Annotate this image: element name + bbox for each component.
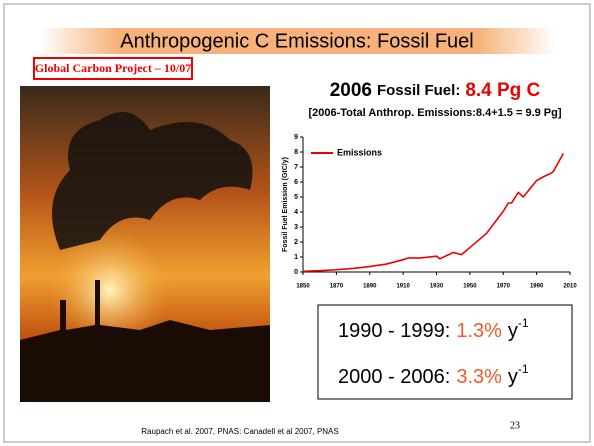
rate-value: 1.3% [456, 320, 502, 342]
y-tick-label: 5 [294, 194, 298, 201]
photo [20, 86, 270, 402]
legend-label: Emissions [337, 147, 382, 157]
rate-exponent: -1 [518, 362, 529, 376]
y-tick-label: 2 [294, 239, 298, 246]
slide-title: Anthropogenic C Emissions: Fossil Fuel [120, 30, 473, 52]
rate-unit: y [508, 320, 518, 342]
x-tick-label: 1970 [497, 284, 511, 290]
headline-note: [2006-Total Anthrop. Emissions:8.4+1.5 =… [308, 107, 561, 119]
x-tick-label: 1930 [430, 284, 444, 290]
x-tick-label: 1890 [363, 284, 377, 290]
y-tick-label: 1 [294, 254, 298, 261]
y-tick-label: 8 [294, 149, 298, 156]
badge: Global Carbon Project – 10/07 [35, 61, 191, 75]
y-tick-label: 4 [294, 209, 298, 216]
headline-year: 2006 [330, 80, 372, 101]
y-tick-label: 3 [294, 224, 298, 231]
x-tick-label: 1990 [530, 284, 544, 290]
y-axis-label: Fossil Fuel Emission (GtC/y) [282, 157, 289, 252]
x-tick-label: 2010 [563, 284, 577, 290]
y-tick-label: 9 [294, 134, 298, 141]
rate-exponent: -1 [518, 316, 529, 330]
rate-period: 2000 - 2006: [338, 366, 450, 388]
x-tick-label: 1850 [296, 284, 310, 290]
headline-amount: 8.4 Pg C [465, 80, 540, 101]
page-number: 23 [510, 420, 520, 431]
rate-line: 1990 - 1999: 1.3% y-1 [338, 316, 529, 342]
chart: 0 1 2 3 4 5 6 7 8 9 1850 1870 1890 1910 1930 1950 1970 19… [282, 134, 577, 290]
rate-unit: y [508, 366, 518, 388]
rate-value: 3.3% [456, 366, 502, 388]
x-tick-label: 1950 [463, 284, 477, 290]
y-tick-label: 0 [294, 269, 298, 276]
x-tick-label: 1910 [396, 284, 410, 290]
y-tick-label: 7 [294, 164, 298, 171]
citation: Raupach et al. 2007, PNAS: Canadell et a… [141, 427, 338, 436]
x-tick-label: 1870 [330, 284, 344, 290]
headline: 2006 Fossil Fuel: 8.4 Pg C [330, 80, 541, 101]
rate-period: 1990 - 1999: [338, 320, 450, 342]
series-line [303, 154, 563, 272]
y-tick-label: 6 [294, 179, 298, 186]
slide: Anthropogenic C Emissions: Fossil Fuel G… [0, 0, 594, 446]
rate-line: 2000 - 2006: 3.3% y-1 [338, 362, 529, 388]
headline-label: Fossil Fuel: [377, 82, 460, 99]
